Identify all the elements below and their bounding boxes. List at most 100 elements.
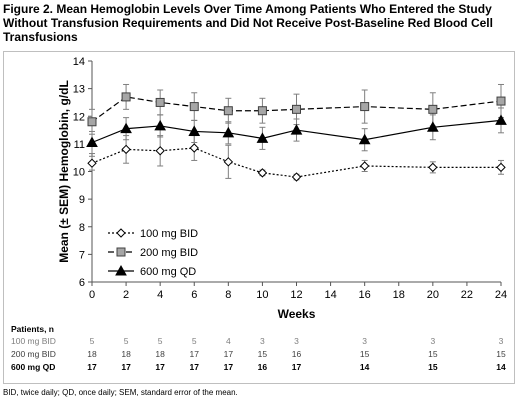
series-3: [86, 107, 507, 155]
point-marker: [428, 104, 438, 114]
point-marker: [222, 126, 235, 138]
series-line: [91, 119, 502, 144]
point-marker: [496, 96, 506, 106]
point-marker: [428, 162, 438, 173]
figure-title: Figure 2. Mean Hemoglobin Levels Over Ti…: [3, 2, 493, 44]
y-tick-label: 13: [73, 84, 85, 96]
patients-count: 14: [496, 362, 506, 372]
patients-count: 15: [428, 349, 438, 359]
point-marker: [256, 132, 269, 143]
patients-count: 3: [260, 336, 265, 346]
y-tick-label: 7: [79, 249, 85, 261]
point-marker: [154, 119, 167, 131]
y-tick-label: 11: [74, 139, 85, 151]
patients-count: 18: [121, 349, 131, 359]
patients-count: 14: [360, 362, 370, 372]
patients-row-label: 600 mg QD: [11, 362, 55, 372]
series-line: [91, 147, 501, 178]
patients-count: 17: [224, 349, 234, 359]
y-tick-label: 10: [73, 167, 85, 179]
legend-label: 200 mg BID: [140, 247, 198, 259]
point-marker: [426, 121, 439, 132]
x-tick-label: 22: [461, 289, 473, 301]
patients-count: 18: [155, 349, 165, 359]
point-marker: [291, 172, 302, 182]
point-marker: [188, 125, 201, 136]
x-axis-label: Weeks: [278, 307, 316, 321]
x-tick-label: 14: [324, 289, 336, 301]
patients-count: 5: [90, 336, 95, 346]
x-tick-label: 10: [256, 289, 268, 301]
x-tick-label: 18: [393, 289, 405, 301]
point-marker: [115, 264, 127, 276]
patients-count: 17: [292, 362, 302, 372]
point-marker: [86, 136, 98, 147]
x-tick-label: 8: [225, 289, 231, 301]
patients-table: Patients, n 100 mg BID 5 5 5 5 4 3 3 3 3 3 200 mg BI…: [11, 324, 506, 372]
point-marker: [87, 158, 97, 168]
x-tick-label: 2: [123, 289, 129, 301]
point-marker: [358, 133, 371, 145]
patients-count: 17: [224, 362, 234, 372]
y-tick-label: 9: [79, 194, 85, 206]
patients-count: 18: [87, 349, 97, 359]
patients-count: 17: [190, 349, 200, 359]
point-marker: [87, 117, 97, 127]
y-tick-label: 14: [73, 56, 85, 68]
series-1: [87, 135, 506, 182]
point-marker: [223, 157, 234, 167]
point-marker: [257, 106, 267, 116]
point-marker: [116, 228, 126, 238]
point-marker: [121, 144, 131, 155]
legend-label: 600 mg QD: [140, 266, 196, 278]
point-marker: [496, 162, 506, 173]
x-tick-label: 0: [89, 289, 95, 301]
patients-count: 5: [124, 336, 129, 346]
patients-count: 15: [496, 349, 506, 359]
patients-count: 17: [190, 362, 200, 372]
point-marker: [189, 143, 199, 153]
point-marker: [495, 114, 507, 125]
patients-row-label: 200 mg BID: [11, 349, 56, 359]
series-group: [86, 83, 507, 182]
point-marker: [189, 102, 199, 112]
patients-count: 5: [158, 336, 163, 346]
patients-row-label: 100 mg BID: [11, 336, 56, 346]
point-marker: [257, 168, 268, 178]
patients-count: 15: [428, 362, 438, 372]
legend: 100 mg BID 200 mg BID 600 mg QD: [108, 228, 198, 278]
patients-count: 16: [258, 362, 268, 372]
x-tick-label: 12: [290, 289, 302, 301]
patients-count: 3: [294, 336, 299, 346]
patients-count: 3: [499, 336, 504, 346]
point-marker: [359, 161, 370, 171]
point-marker: [116, 247, 126, 257]
patients-count: 5: [192, 336, 197, 346]
y-axis-label: Mean (± SEM) Hemoglobin, g/dL: [57, 80, 71, 263]
patients-count: 17: [87, 362, 97, 372]
patients-count: 16: [292, 349, 302, 359]
chart-frame: 6 7 8 9 10 11 12 13 14 0 2 4 6 8 10 12 14 16 18 20 22 24 Weeks…: [3, 51, 515, 384]
x-tick-label: 16: [359, 289, 371, 301]
patients-count: 17: [121, 362, 131, 372]
patients-count: 15: [360, 349, 370, 359]
y-tick-label: 12: [73, 111, 85, 123]
y-tick-label: 6: [79, 277, 85, 289]
x-tick-label: 6: [191, 289, 197, 301]
point-marker: [120, 122, 132, 134]
point-marker: [223, 106, 233, 116]
x-tick-label: 24: [495, 289, 507, 301]
point-marker: [121, 92, 131, 102]
point-marker: [155, 146, 165, 156]
patients-table-header: Patients, n: [11, 324, 54, 334]
patients-count: 17: [155, 362, 165, 372]
x-tick-label: 20: [427, 289, 439, 301]
footnote: BID, twice daily; QD, once daily; SEM, s…: [3, 388, 238, 397]
point-marker: [155, 97, 165, 107]
series-2: [87, 83, 506, 135]
patients-count: 15: [258, 349, 268, 359]
point-marker: [360, 102, 370, 112]
y-tick-label: 8: [79, 222, 85, 234]
